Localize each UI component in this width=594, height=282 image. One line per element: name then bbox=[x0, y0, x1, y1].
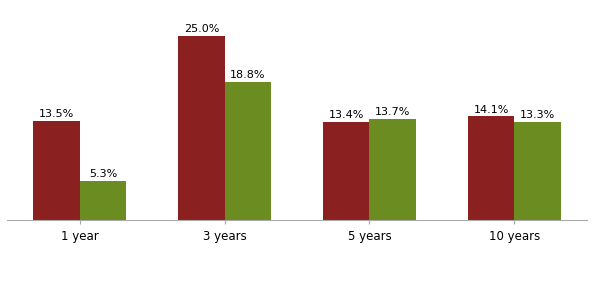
Bar bbox=[323, 122, 369, 220]
Bar bbox=[369, 119, 416, 220]
Bar bbox=[80, 181, 126, 220]
Bar bbox=[468, 116, 514, 220]
Text: 13.7%: 13.7% bbox=[375, 107, 410, 118]
Bar bbox=[33, 121, 80, 220]
Text: 13.4%: 13.4% bbox=[328, 110, 364, 120]
Text: 14.1%: 14.1% bbox=[473, 105, 509, 114]
Text: 13.3%: 13.3% bbox=[520, 111, 555, 120]
Text: 13.5%: 13.5% bbox=[39, 109, 74, 119]
Bar bbox=[225, 82, 271, 220]
Text: 25.0%: 25.0% bbox=[184, 25, 219, 34]
Bar bbox=[514, 122, 561, 220]
Text: 18.8%: 18.8% bbox=[230, 70, 266, 80]
Bar bbox=[178, 36, 225, 220]
Text: 5.3%: 5.3% bbox=[89, 169, 117, 179]
